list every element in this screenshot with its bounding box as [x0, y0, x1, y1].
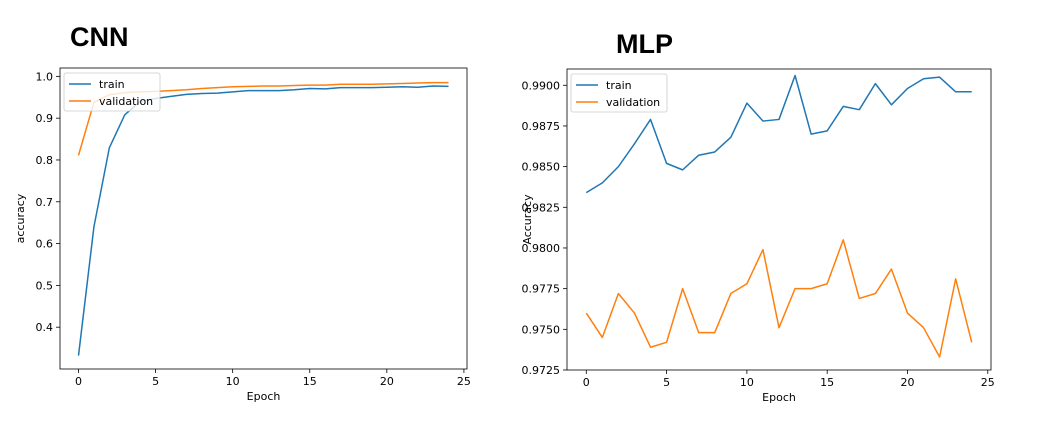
- mlp-y-tick-label: 0.9800: [522, 242, 561, 255]
- mlp-y-tick-label: 0.9725: [522, 364, 561, 377]
- cnn-x-axis-label: Epoch: [247, 390, 281, 403]
- cnn-x-tick-label: 5: [152, 375, 159, 388]
- mlp-x-tick-label: 0: [583, 376, 590, 389]
- cnn-x-tick-label: 0: [75, 375, 82, 388]
- mlp-chart-title: MLP: [616, 29, 673, 59]
- mlp-chart: 0 5 10 15 20 25 0.9725 0.9750 0.9775 0.9800 0.9825…: [521, 68, 995, 404]
- cnn-legend: train validation: [63, 72, 161, 112]
- mlp-y-tick-label: 0.9900: [522, 79, 561, 92]
- cnn-series-line-train: [77, 85, 449, 356]
- mlp-y-axis-label: Accuracy: [521, 194, 534, 245]
- mlp-x-tick-label: 10: [740, 376, 754, 389]
- mlp-y-tick-label: 0.9775: [522, 283, 561, 296]
- cnn-y-tick-label: 0.5: [36, 279, 54, 292]
- mlp-plot-frame: [566, 68, 992, 371]
- cnn-chart-title: CNN: [70, 22, 129, 52]
- cnn-legend-label-train: train: [99, 78, 125, 91]
- mlp-x-tick-label: 25: [981, 376, 995, 389]
- cnn-y-tick-label: 0.7: [36, 196, 54, 209]
- mlp-legend-label-train: train: [606, 79, 632, 92]
- mlp-x-tick-label: 15: [820, 376, 834, 389]
- cnn-y-tick-label: 0.4: [36, 321, 54, 334]
- mlp-series-line-train: [585, 74, 972, 194]
- mlp-y-tick-label: 0.9850: [522, 161, 561, 174]
- mlp-y-tick-label: 0.9750: [522, 323, 561, 336]
- cnn-plot-frame: [59, 67, 468, 370]
- cnn-x-tick-label: 20: [380, 375, 394, 388]
- mlp-x-tick-label: 5: [663, 376, 670, 389]
- cnn-y-tick-label: 1.0: [36, 70, 54, 83]
- cnn-y-tick-label: 0.9: [36, 112, 54, 125]
- mlp-series-line-validation: [585, 239, 973, 358]
- cnn-y-tick-label: 0.8: [36, 154, 54, 167]
- cnn-chart: 0 5 10 15 20 25 0.4 0.5 0.6 0.7 0.8 0.9 1.0 Epoch accu…: [14, 67, 471, 403]
- cnn-y-tick-label: 0.6: [36, 238, 54, 251]
- mlp-y-tick-label: 0.9875: [522, 120, 561, 133]
- cnn-y-axis-label: accuracy: [14, 193, 27, 243]
- mlp-legend-label-validation: validation: [606, 96, 660, 109]
- cnn-x-tick-label: 10: [226, 375, 240, 388]
- cnn-x-tick-label: 15: [303, 375, 317, 388]
- mlp-x-tick-label: 20: [900, 376, 914, 389]
- cnn-legend-label-validation: validation: [99, 95, 153, 108]
- cnn-x-tick-label: 25: [457, 375, 471, 388]
- mlp-y-tick-label: 0.9825: [522, 201, 561, 214]
- mlp-legend: train validation: [570, 73, 668, 113]
- mlp-x-axis-label: Epoch: [762, 391, 796, 404]
